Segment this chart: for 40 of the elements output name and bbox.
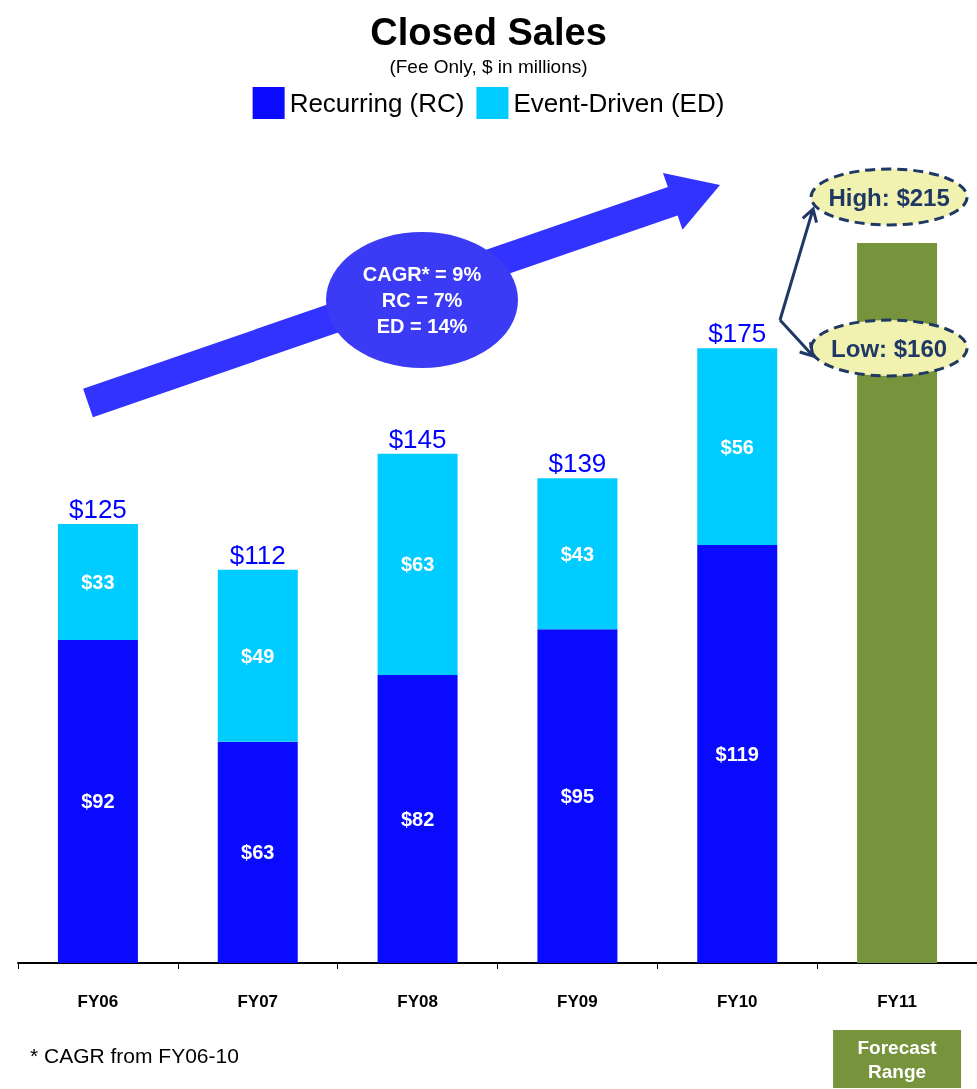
bar (57, 639, 138, 963)
x-tick-label: FY10 (716, 992, 758, 1011)
data-label: $49 (241, 644, 275, 667)
data-label: $82 (400, 808, 435, 830)
data-label: $33 (81, 570, 115, 593)
annotation: Low: $160 (831, 334, 948, 362)
data-label: $56 (720, 435, 754, 458)
chart-subtitle: (Fee Only, $ in millions) (389, 56, 588, 77)
total-label: $139 (548, 448, 607, 479)
legend-label: Recurring (RC) (289, 88, 465, 118)
text: * CAGR from FY06-10 (30, 1044, 239, 1067)
data-label: $43 (560, 542, 595, 565)
total-label: $125 (68, 493, 127, 524)
data-label: $119 (715, 743, 759, 766)
bar (217, 741, 298, 963)
x-tick-label: FY08 (397, 992, 438, 1011)
data-label: $92 (81, 790, 115, 813)
bar (217, 569, 298, 742)
data-label: $63 (241, 841, 275, 864)
data-label: $95 (560, 785, 595, 808)
total-label: $145 (388, 423, 447, 454)
bar (537, 478, 618, 630)
x-tick-label: FY07 (237, 992, 279, 1011)
text: High: $215 (828, 183, 950, 211)
bar (697, 545, 778, 963)
bar (377, 675, 458, 963)
text: Forecast Range (857, 1036, 938, 1082)
bar (377, 453, 458, 675)
bar (57, 523, 138, 640)
x-tick-label: FY06 (77, 992, 119, 1011)
total-label: $175 (708, 318, 767, 349)
legend-label: Event-Driven (ED) (513, 88, 725, 118)
annotation: CAGR* = 9% RC = 7% ED = 14% (362, 263, 482, 337)
total-label: $112 (229, 539, 286, 570)
data-label: $63 (400, 553, 435, 576)
chart-title: Closed Sales (370, 11, 607, 53)
x-tick-label: FY11 (877, 992, 917, 1011)
bar (537, 629, 618, 963)
x-tick-label: FY09 (557, 992, 598, 1011)
bar (697, 348, 778, 546)
